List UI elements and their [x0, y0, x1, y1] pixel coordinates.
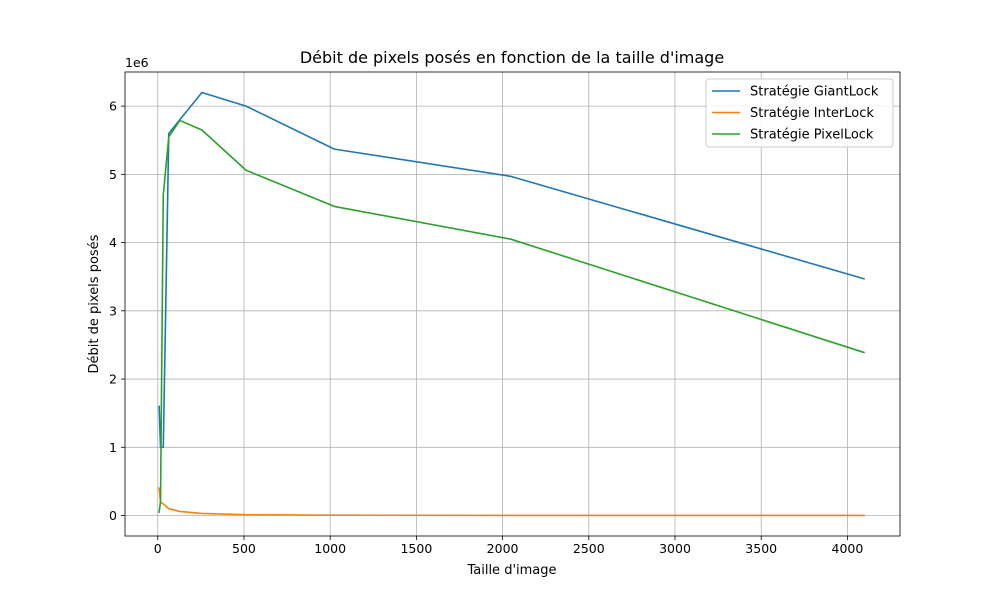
- x-tick-label: 2000: [487, 541, 519, 556]
- plot-frame: [124, 71, 901, 537]
- legend-box: [705, 78, 894, 148]
- x-tick-label: 4000: [832, 541, 864, 556]
- series-layer: [158, 91, 865, 517]
- y-axis-label: Débit de pixels posés: [87, 234, 102, 373]
- legend-label-2: Stratégie InterLock: [750, 106, 874, 121]
- y-tick-label: 3: [109, 303, 117, 318]
- x-tick-label: 2500: [573, 541, 605, 556]
- y-offset-label: 1e6: [125, 55, 149, 70]
- x-axis-label: Taille d'image: [466, 563, 556, 578]
- legend: Stratégie GiantLock Stratégie InterLock St…: [705, 78, 894, 148]
- x-tick-label: 1500: [400, 541, 432, 556]
- x-tick-label: 0: [154, 541, 162, 556]
- x-tick-label: 3500: [745, 541, 777, 556]
- y-tick-label: 0: [109, 508, 117, 523]
- x-tick-label: 3000: [659, 541, 691, 556]
- legend-label-3: Stratégie PixelLock: [750, 128, 874, 143]
- legend-label-1: Stratégie GiantLock: [750, 85, 879, 100]
- y-tick-label: 5: [109, 167, 117, 182]
- y-tick-label: 2: [109, 372, 117, 387]
- y-tick-label: 6: [109, 99, 117, 114]
- series-line-3: [158, 119, 865, 514]
- y-tick-label: 4: [109, 235, 117, 250]
- tick-layer: 0 500 1000 1500 2000 2500 3000 3500 4000 0 1 2 3 4 5 6: [109, 99, 863, 556]
- x-tick-label: 500: [232, 541, 256, 556]
- y-tick-label: 1: [109, 440, 117, 455]
- x-tick-label: 1000: [314, 541, 346, 556]
- series-line-1: [158, 91, 865, 449]
- chart-title: Débit de pixels posés en fonction de la …: [300, 48, 724, 67]
- series-line-2: [158, 487, 865, 517]
